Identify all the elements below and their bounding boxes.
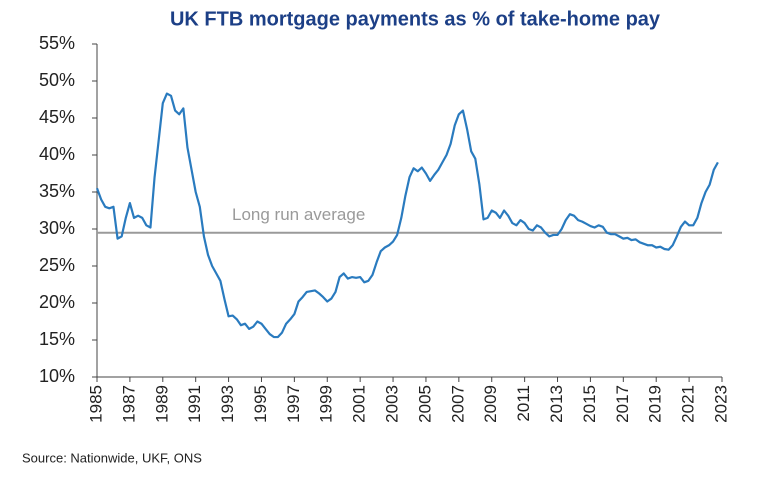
- x-tick-label: 1987: [119, 385, 138, 423]
- x-tick-label: 1995: [251, 385, 270, 423]
- x-tick-label: 1999: [317, 385, 336, 423]
- x-tick-label: 1997: [284, 385, 303, 423]
- x-tick-label: 2013: [547, 385, 566, 423]
- x-tick-label: 2001: [350, 385, 369, 423]
- x-tick-label: 1993: [218, 385, 237, 423]
- x-tick-label: 2023: [711, 385, 730, 423]
- y-tick-label: 45%: [39, 107, 75, 127]
- x-tick-label: 2019: [646, 385, 665, 423]
- y-tick-label: 10%: [39, 366, 75, 386]
- x-tick-label: 1991: [185, 385, 204, 423]
- x-tick-label: 1989: [152, 385, 171, 423]
- x-tick-label: 1985: [86, 385, 105, 423]
- data-line: [95, 92, 719, 339]
- x-tick-label: 2009: [481, 385, 500, 423]
- chart-title: UK FTB mortgage payments as % of take-ho…: [170, 8, 661, 30]
- x-tick-label: 2005: [415, 385, 434, 423]
- x-tick-label: 2017: [613, 385, 632, 423]
- y-tick-label: 30%: [39, 218, 75, 238]
- y-tick-label: 15%: [39, 329, 75, 349]
- y-tick-label: 40%: [39, 144, 75, 164]
- x-tick-label: 2021: [679, 385, 698, 423]
- x-tick-label: 2003: [383, 385, 402, 423]
- x-tick-label: 2011: [514, 385, 533, 422]
- y-tick-label: 55%: [39, 33, 75, 53]
- source-note: Source: Nationwide, UKF, ONS: [22, 450, 202, 465]
- y-tick-label: 20%: [39, 292, 75, 312]
- y-tick-label: 25%: [39, 255, 75, 275]
- y-tick-label: 35%: [39, 181, 75, 201]
- reference-label: Long run average: [232, 205, 365, 224]
- x-tick-label: 2015: [580, 385, 599, 423]
- y-tick-label: 50%: [39, 70, 75, 90]
- x-tick-label: 2007: [448, 385, 467, 423]
